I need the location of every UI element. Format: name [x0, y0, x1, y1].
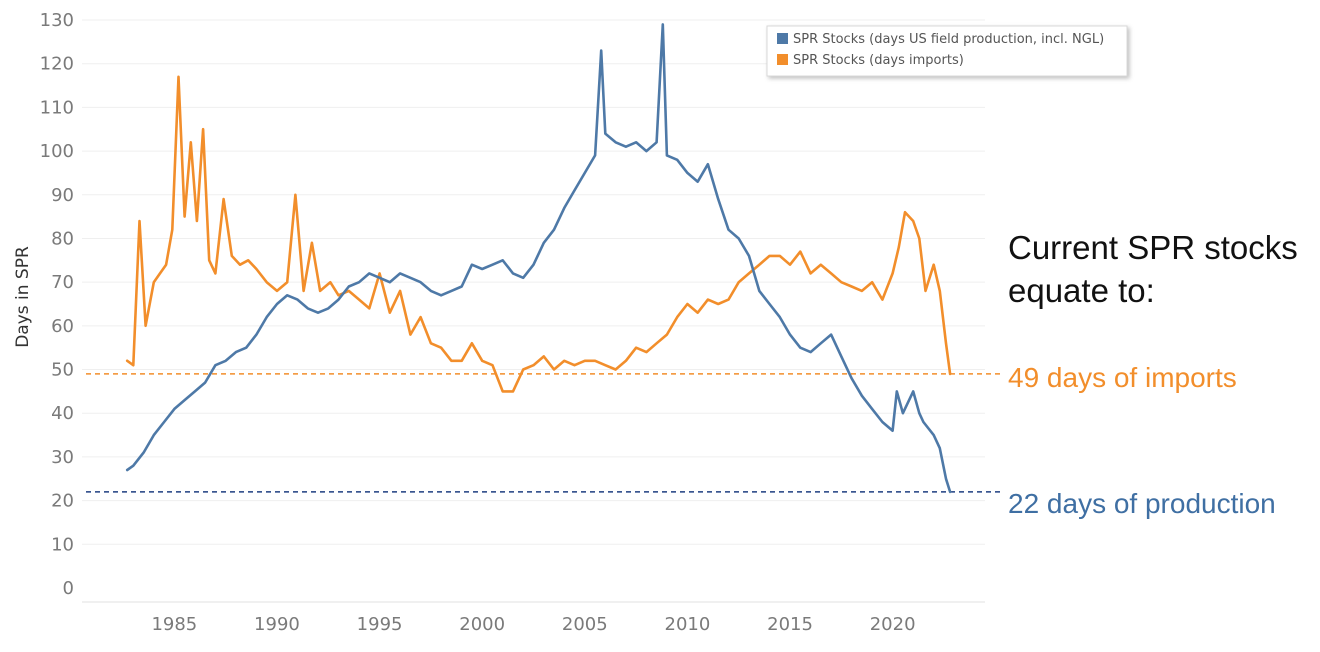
x-tick-label: 1990	[254, 614, 300, 635]
x-tick-label: 2005	[562, 614, 608, 635]
y-tick-label: 0	[63, 578, 74, 599]
x-tick-label: 2010	[665, 614, 711, 635]
y-tick-label: 90	[51, 185, 74, 206]
reference-lines	[86, 373, 1000, 493]
x-tick-label: 2020	[870, 614, 916, 635]
series-lines	[125, 23, 952, 494]
imports-days-label: 49 days of imports	[1008, 362, 1237, 393]
legend-box	[766, 25, 1128, 77]
headline-line-2: equate to:	[1008, 272, 1155, 309]
y-tick-label: 30	[51, 447, 74, 468]
legend: SPR Stocks (days US field production, in…	[766, 25, 1128, 77]
grid-lines	[82, 19, 985, 603]
y-tick-label: 110	[40, 97, 74, 118]
y-tick-label: 20	[51, 491, 74, 512]
production-days-label: 22 days of production	[1008, 488, 1276, 519]
series-line-imports	[125, 75, 952, 393]
y-tick-label: 70	[51, 272, 74, 293]
legend-swatch-production	[777, 33, 788, 44]
x-tick-label: 2015	[767, 614, 813, 635]
y-axis-label: Days in SPR	[13, 246, 33, 348]
y-tick-label: 130	[40, 10, 74, 31]
y-tick-label: 80	[51, 228, 74, 249]
y-tick-label: 120	[40, 54, 74, 75]
legend-label-imports: SPR Stocks (days imports)	[793, 53, 964, 68]
x-tick-label: 1995	[357, 614, 403, 635]
y-tick-label: 60	[51, 316, 74, 337]
x-tick-label: 1985	[151, 614, 197, 635]
y-tick-label: 100	[40, 141, 74, 162]
legend-swatch-imports	[777, 54, 788, 65]
series-line-production	[125, 23, 952, 494]
legend-label-production: SPR Stocks (days US field production, in…	[793, 32, 1104, 47]
x-axis-ticks: 1985 1990 1995 2000 2005 2010 2015 2020	[151, 614, 915, 635]
headline-line-1: Current SPR stocks	[1008, 229, 1298, 266]
y-axis-ticks: 0 10 20 30 40 50 60 70 80 90 100 110 120 130	[40, 10, 74, 599]
y-tick-label: 10	[51, 534, 74, 555]
y-tick-label: 40	[51, 403, 74, 424]
x-tick-label: 2000	[459, 614, 505, 635]
y-tick-label: 50	[51, 360, 74, 381]
